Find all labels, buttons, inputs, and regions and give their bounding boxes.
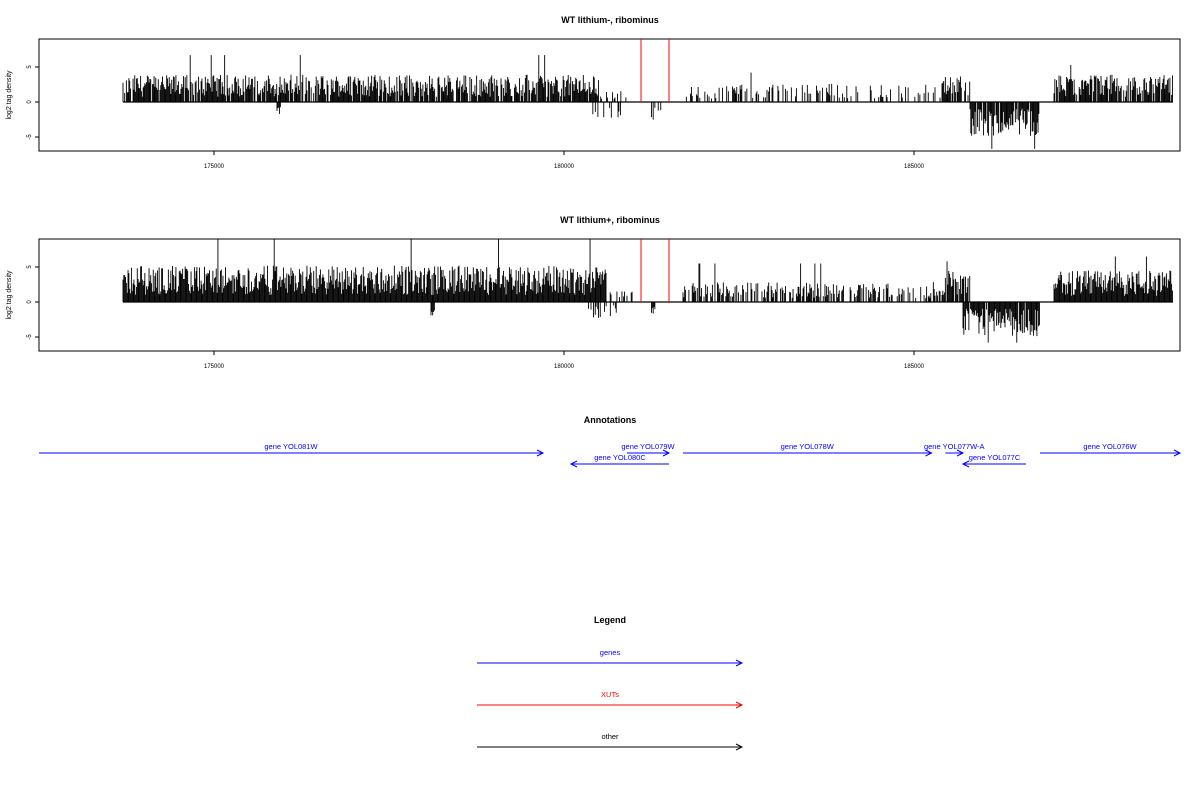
arrow-head	[662, 449, 671, 457]
gene-label: gene YOL077W-A	[924, 442, 985, 451]
x-tick-label: 175000	[204, 364, 225, 370]
feature-arrows: gene YOL081W gene YOL079W gene YOL080C gene…	[39, 442, 1182, 468]
panel-title: WT lithium-, ribominus	[561, 15, 659, 25]
y-tick-label: 0	[27, 300, 33, 304]
arrow	[683, 449, 933, 457]
legend-entry: XUTs	[477, 690, 744, 709]
arrow-head	[735, 659, 744, 667]
arrow-head	[956, 449, 965, 457]
arrow	[627, 449, 671, 457]
gene-label: gene YOL078W	[781, 442, 835, 451]
x-tick-label: 180000	[554, 164, 575, 170]
arrow-head	[1173, 449, 1182, 457]
x-tick-label: 185000	[904, 164, 925, 170]
gene-feature: gene YOL077W-A	[924, 442, 985, 457]
arrow	[477, 701, 744, 709]
arrow-head	[569, 460, 578, 468]
arrow-head	[925, 449, 933, 457]
legend-label: genes	[600, 648, 621, 657]
gene-feature: gene YOL079W	[621, 442, 676, 457]
density-bars	[122, 239, 1173, 343]
arrow	[569, 460, 669, 468]
arrow-head	[735, 701, 744, 709]
legend-entry: other	[477, 732, 744, 751]
gene-label: gene YOL077C	[969, 453, 1021, 462]
y-tick-label: -5	[27, 334, 33, 340]
gene-feature: gene YOL080C	[569, 453, 669, 468]
arrow-head	[536, 449, 545, 457]
y-tick-label: 5	[27, 265, 33, 269]
panel-title: WT lithium+, ribominus	[560, 215, 660, 225]
arrow	[945, 449, 965, 457]
arrow	[39, 449, 545, 457]
x-tick-label: 175000	[204, 164, 225, 170]
axes: 175000 180000 185000 -5 0 5	[27, 65, 925, 170]
legend-entries: genes XUTs other	[477, 648, 744, 751]
arrow-head	[735, 743, 744, 751]
gene-feature: gene YOL081W	[39, 442, 545, 457]
arrow	[477, 743, 744, 751]
y-axis-label: log2 tag density	[6, 70, 13, 120]
annotations-track: Annotations gene YOL081W gene YOL079Wgene…	[39, 415, 1182, 468]
track-panel-lithium-minus: WT lithium-, ribominus 175000 180000 18500…	[6, 15, 1181, 170]
arrow	[477, 659, 744, 667]
legend-title: Legend	[594, 615, 626, 625]
plot-frame	[38, 238, 1181, 352]
legend-label: XUTs	[601, 690, 619, 699]
y-tick-label: 5	[27, 65, 33, 69]
gene-label: gene YOL079W	[621, 442, 675, 451]
y-tick-label: 0	[27, 100, 33, 104]
gene-feature: gene YOL076W	[1040, 442, 1182, 457]
x-tick-label: 185000	[904, 364, 925, 370]
gene-label: gene YOL080C	[594, 453, 646, 462]
plot-frame	[38, 38, 1181, 152]
gene-label: gene YOL081W	[264, 442, 318, 451]
y-axis-label: log2 tag density	[6, 270, 13, 320]
arrow	[961, 460, 1026, 468]
y-tick-label: -5	[27, 134, 33, 140]
x-tick-label: 180000	[554, 364, 575, 370]
gene-feature: gene YOL078W	[683, 442, 933, 457]
annotations-title: Annotations	[584, 415, 637, 425]
legend-entry: genes	[477, 648, 744, 667]
axes: 175000 180000 185000 -5 0 5	[27, 265, 925, 370]
arrow	[1040, 449, 1182, 457]
legend-label: other	[601, 732, 619, 741]
track-panel-lithium-plus: WT lithium+, ribominus 175000 180000 18500…	[6, 215, 1181, 370]
gene-feature: gene YOL077C	[961, 453, 1026, 468]
arrow-head	[961, 460, 970, 468]
legend: Legend genes XUTs other	[477, 615, 744, 751]
gene-label: gene YOL076W	[1083, 442, 1137, 451]
density-bars	[122, 39, 1173, 149]
